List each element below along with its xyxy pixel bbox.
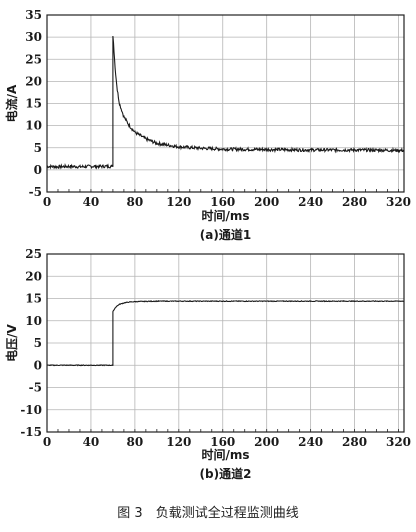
y-tick-label: 15 bbox=[25, 97, 42, 111]
x-tick-label: 40 bbox=[83, 195, 100, 209]
y-tick-label: 10 bbox=[25, 314, 42, 328]
x-axis-label: 时间/ms bbox=[201, 447, 249, 462]
y-tick-label: -5 bbox=[29, 185, 42, 199]
x-tick-label: 280 bbox=[342, 195, 367, 209]
x-tick-label: 320 bbox=[386, 195, 411, 209]
x-tick-label: 80 bbox=[127, 195, 144, 209]
y-tick-label: 5 bbox=[34, 336, 42, 350]
chart-channel-2: 0 40 80 120 160 200 240 280 320 -15 -10 -5 0 5 10 15 20 2… bbox=[4, 247, 411, 481]
x-tick-label: 200 bbox=[254, 195, 279, 209]
plot-frame bbox=[46, 14, 405, 193]
y-tick-label: -5 bbox=[29, 381, 42, 395]
y-axis-label: 电压/V bbox=[4, 323, 19, 361]
y-tick-label: 0 bbox=[34, 163, 42, 177]
series-line bbox=[46, 35, 405, 170]
y-tick-label: 5 bbox=[34, 141, 42, 155]
x-tick-label: 160 bbox=[210, 435, 235, 449]
figure-caption: 图 3 负载测试全过程监测曲线 bbox=[117, 505, 298, 521]
x-tick-label: 120 bbox=[166, 195, 191, 209]
y-tick-label: -15 bbox=[20, 425, 42, 439]
y-tick-label: 25 bbox=[25, 247, 42, 261]
chart-subtitle: (b)通道2 bbox=[200, 466, 252, 481]
y-tick-label: 35 bbox=[25, 8, 42, 22]
y-tick-label: 15 bbox=[25, 292, 42, 306]
x-tick-label: 320 bbox=[386, 435, 411, 449]
x-tick-label: 80 bbox=[127, 435, 144, 449]
plot-frame bbox=[46, 253, 405, 433]
y-tick-label: 25 bbox=[25, 52, 42, 66]
chart-channel-1: 0 40 80 120 160 200 240 280 320-505101520253035时… bbox=[4, 8, 411, 242]
y-tick-label: -10 bbox=[20, 403, 42, 417]
x-tick-label: 280 bbox=[342, 435, 367, 449]
x-tick-label: 240 bbox=[298, 435, 323, 449]
x-tick-label: 0 bbox=[43, 435, 51, 449]
x-tick-label: 200 bbox=[254, 435, 279, 449]
y-tick-label: 30 bbox=[25, 30, 42, 44]
chart-subtitle: (a)通道1 bbox=[200, 227, 251, 242]
x-tick-label: 120 bbox=[166, 435, 191, 449]
x-tick-label: 160 bbox=[210, 195, 235, 209]
x-tick-label: 240 bbox=[298, 195, 323, 209]
y-tick-label: 20 bbox=[25, 74, 42, 88]
x-tick-label: 40 bbox=[83, 435, 100, 449]
y-tick-label: 0 bbox=[34, 358, 42, 372]
series-line bbox=[46, 299, 405, 367]
y-tick-label: 20 bbox=[25, 269, 42, 283]
y-tick-label: 10 bbox=[25, 119, 42, 133]
x-tick-label: 0 bbox=[43, 195, 51, 209]
x-axis-label: 时间/ms bbox=[201, 208, 249, 223]
y-axis-label: 电流/A bbox=[4, 84, 19, 122]
